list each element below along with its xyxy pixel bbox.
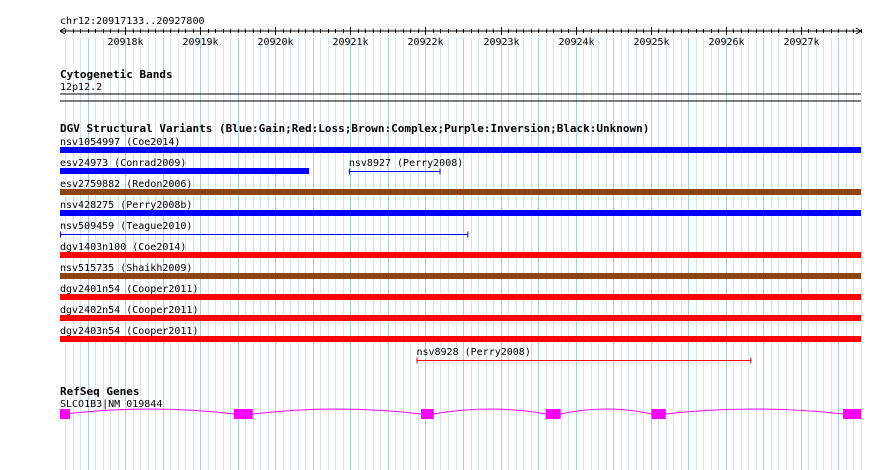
variant-feature[interactable]: dgv2401n54 (Cooper2011) [60, 284, 861, 300]
variant-bar[interactable] [60, 147, 861, 153]
variant-bar[interactable] [60, 189, 861, 195]
ruler-tick-label: 20927k [783, 37, 819, 48]
variant-feature[interactable]: dgv1403n100 (Coe2014) [60, 242, 861, 258]
variant-feature[interactable]: nsv8927 (Perry2008) [348, 158, 463, 175]
variant-feature[interactable]: esv24973 (Conrad2009) [60, 158, 310, 174]
variant-label[interactable]: nsv8928 (Perry2008) [416, 347, 530, 358]
variant-bar[interactable] [60, 273, 861, 279]
variant-label[interactable]: dgv2402n54 (Cooper2011) [60, 305, 198, 316]
ruler-tick-label: 20924k [558, 37, 594, 48]
variant-label[interactable]: nsv8927 (Perry2008) [349, 158, 463, 169]
variant-label[interactable]: esv24973 (Conrad2009) [60, 158, 186, 169]
gene-exon[interactable] [420, 409, 434, 419]
ruler-tick-label: 20922k [407, 37, 443, 48]
ruler-tick-label: 20919k [182, 37, 218, 48]
ruler-tick-label: 20921k [332, 37, 368, 48]
gene-intron [433, 408, 546, 415]
cytoband-label: 12p12.2 [60, 82, 102, 93]
variant-label[interactable]: nsv1054997 (Coe2014) [60, 137, 180, 148]
coordinate-ruler: 20918k 20919k 20920k 20921k 20922k 20923k 2092… [59, 27, 862, 48]
ruler-tick-label: 20923k [483, 37, 519, 48]
variant-label[interactable]: nsv515735 (Shaikh2009) [60, 263, 192, 274]
variant-feature[interactable]: nsv428275 (Perry2008b) [60, 200, 861, 216]
variant-bar[interactable] [60, 210, 861, 216]
gene-intron [665, 408, 844, 415]
dgv-track-title: DGV Structural Variants (Blue:Gain;Red:L… [60, 122, 649, 135]
gene-intron [560, 408, 652, 415]
variant-bar[interactable] [60, 294, 861, 300]
variant-bar[interactable] [60, 168, 310, 174]
ruler-left-arrow-icon [59, 27, 66, 35]
gene-exon[interactable] [651, 409, 666, 419]
gene-exon[interactable] [842, 409, 861, 419]
variant-label[interactable]: dgv1403n100 (Coe2014) [60, 242, 186, 253]
variant-feature[interactable]: esv2759882 (Redon2006) [60, 179, 861, 195]
gene-label[interactable]: SLCO1B3|NM_019844 [60, 399, 162, 410]
variant-label[interactable]: esv2759882 (Redon2006) [60, 179, 192, 190]
variant-bar[interactable] [60, 252, 861, 258]
variant-feature[interactable]: nsv8928 (Perry2008) [416, 347, 752, 364]
variant-label[interactable]: dgv2401n54 (Cooper2011) [60, 284, 198, 295]
gene-model[interactable] [60, 408, 861, 419]
variant-bar[interactable] [60, 315, 861, 321]
gene-exon[interactable] [545, 409, 561, 419]
ruler-position-label: chr12:20917133..20927800 [60, 16, 205, 27]
variant-feature[interactable]: dgv2403n54 (Cooper2011) [60, 326, 861, 342]
ruler-right-arrow-icon [855, 27, 862, 35]
gene-intron [252, 408, 422, 415]
gene-intron [64, 408, 235, 415]
gene-exon[interactable] [60, 409, 70, 419]
cytoband-track-title: Cytogenetic Bands [60, 68, 173, 81]
ruler-tick-label: 20925k [633, 37, 669, 48]
variant-feature[interactable]: nsv1054997 (Coe2014) [60, 137, 861, 153]
variant-label[interactable]: dgv2403n54 (Cooper2011) [60, 326, 198, 337]
gene-exon[interactable] [233, 409, 253, 419]
variant-feature[interactable]: nsv515735 (Shaikh2009) [60, 263, 861, 279]
variant-bar[interactable] [60, 336, 861, 342]
variant-label[interactable]: nsv428275 (Perry2008b) [60, 200, 192, 211]
ruler-tick-label: 20918k [107, 37, 143, 48]
refseq-track-title: RefSeq Genes [60, 385, 139, 398]
variant-label[interactable]: nsv509459 (Teague2010) [60, 221, 192, 232]
dgv-variants: nsv1054997 (Coe2014) esv24973 (Conrad2009… [60, 137, 861, 364]
ruler-tick-label: 20920k [257, 37, 293, 48]
variant-feature[interactable]: nsv509459 (Teague2010) [60, 221, 469, 238]
ruler-tick-label: 20926k [708, 37, 744, 48]
variant-feature[interactable]: dgv2402n54 (Cooper2011) [60, 305, 861, 321]
